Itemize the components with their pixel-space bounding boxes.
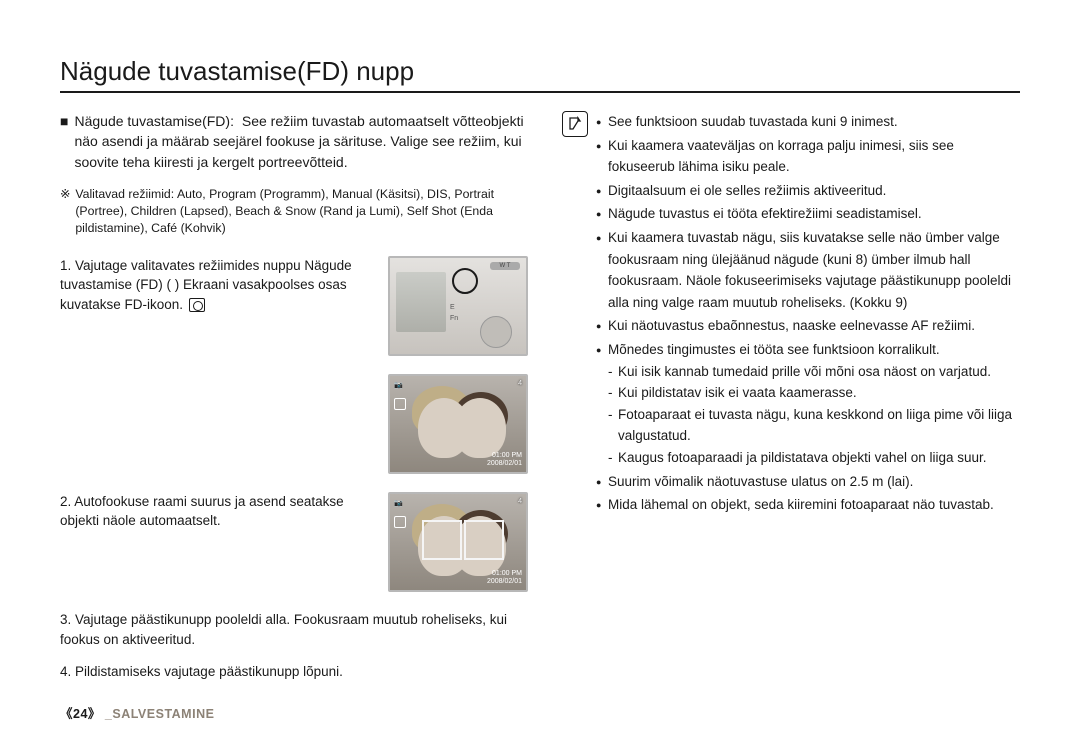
photo-frame-1: 📷 4 01:00 PM2008/02/01 [388, 374, 528, 474]
info-list: See funktsioon suudab tuvastada kuni 9 i… [596, 111, 1020, 518]
e-label: E [450, 302, 458, 314]
step-3-text: 3. Vajutage päästikunupp pooleldi alla. … [60, 610, 528, 651]
step-1b-row: 📷 4 01:00 PM2008/02/01 [60, 374, 528, 474]
sample-photo-2: 📷 4 01:00 PM2008/02/01 [388, 492, 528, 592]
step-1-row: 1. Vajutage valitavates režiimides nuppu… [60, 256, 528, 356]
fn-label: Fn [450, 313, 458, 325]
camera-illustration: W T E Fn [388, 256, 528, 356]
camera-side-labels: E Fn [450, 302, 458, 326]
note-7b: Kui pildistatav isik ei vaata kaamerasse… [608, 382, 1020, 404]
note-4: Nägude tuvastus ei tööta efektirežiimi s… [596, 203, 1020, 225]
page-number: 《24》 [60, 707, 101, 721]
focus-box-1-icon [422, 520, 462, 560]
photo-frame-2: 📷 4 01:00 PM2008/02/01 [388, 492, 528, 592]
intro-block: ■ Nägude tuvastamise(FD): See režiim tuv… [60, 111, 528, 172]
left-column: ■ Nägude tuvastamise(FD): See režiim tuv… [60, 111, 528, 694]
note-7c: Fotoaparaat ei tuvasta nägu, kuna keskko… [608, 404, 1020, 447]
step-2-text: 2. Autofookuse raami suurus ja asend sea… [60, 492, 376, 592]
note-7d: Kaugus fotoaparaadi ja pildistatava obje… [608, 447, 1020, 469]
osd-top: 4 [518, 379, 522, 389]
note-9: Mida lähemal on objekt, seda kiiremini f… [596, 494, 1020, 516]
osd-timestamp: 01:00 PM2008/02/01 [487, 452, 522, 467]
note-icon [562, 111, 588, 137]
note-8: Suurim võimalik näotuvastuse ulatus on 2… [596, 471, 1020, 493]
osd-top-2: 4 [518, 497, 522, 507]
note-7a: Kui isik kannab tumedaid prille või mõni… [608, 361, 1020, 383]
fd-button-icon [189, 298, 205, 312]
control-pad-icon [480, 316, 512, 348]
focus-box-2-icon [464, 520, 504, 560]
note-6: Kui näotuvastus ebaõnnestus, naaske eeln… [596, 315, 1020, 337]
section-label: _SALVESTAMINE [105, 707, 215, 721]
note-mark-icon: ※ [60, 186, 70, 238]
step-4-text: 4. Pildistamiseks vajutage päästikunupp … [60, 662, 528, 682]
fd-button-highlight-icon [452, 268, 478, 294]
page-title: Nägude tuvastamise(FD) nupp [60, 56, 1020, 93]
modes-label: Valitavad režiimid: [75, 187, 174, 201]
zoom-indicator: W T [490, 262, 520, 270]
step-1-body: 1. Vajutage valitavates režiimides nuppu… [60, 258, 352, 312]
sample-photo-1: 📷 4 01:00 PM2008/02/01 [388, 374, 528, 474]
note-2: Kui kaamera vaateväljas on korraga palju… [596, 135, 1020, 178]
note-5: Kui kaamera tuvastab nägu, siis kuvataks… [596, 227, 1020, 313]
fd-osd-icon [394, 398, 406, 410]
step-2-row: 2. Autofookuse raami suurus ja asend sea… [60, 492, 528, 592]
osd-timestamp-2: 01:00 PM2008/02/01 [487, 570, 522, 585]
note-7-sublist: Kui isik kannab tumedaid prille või mõni… [608, 361, 1020, 469]
step-1-image: W T E Fn [388, 256, 528, 356]
camera-screen [396, 272, 446, 332]
osd-left-2: 📷 [394, 498, 403, 509]
step-1-text: 1. Vajutage valitavates režiimides nuppu… [60, 256, 376, 356]
intro-lead: Nägude tuvastamise(FD): [74, 113, 234, 129]
right-column: See funktsioon suudab tuvastada kuni 9 i… [562, 111, 1020, 694]
fd-osd-icon-2 [394, 516, 406, 528]
osd-left: 📷 [394, 380, 403, 391]
note-3: Digitaalsuum ei ole selles režiimis akti… [596, 180, 1020, 202]
note-7: Mõnedes tingimustes ei tööta see funktsi… [596, 339, 1020, 469]
content-columns: ■ Nägude tuvastamise(FD): See režiim tuv… [60, 111, 1020, 694]
note-7-body: Mõnedes tingimustes ei tööta see funktsi… [608, 342, 940, 357]
note-1: See funktsioon suudab tuvastada kuni 9 i… [596, 111, 1020, 133]
info-box: See funktsioon suudab tuvastada kuni 9 i… [562, 111, 1020, 518]
modes-note: ※ Valitavad režiimid: Auto, Program (Pro… [60, 186, 528, 238]
square-bullet: ■ [60, 111, 68, 172]
page-footer: 《24》 _SALVESTAMINE [60, 703, 214, 722]
